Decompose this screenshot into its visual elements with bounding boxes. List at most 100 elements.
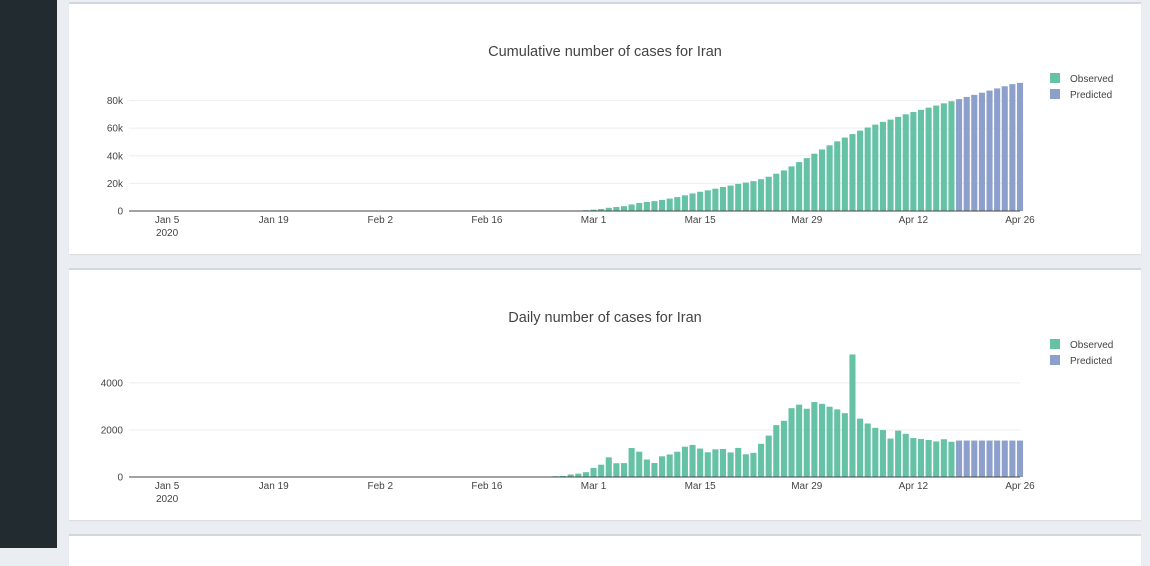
observed-bar[interactable] bbox=[941, 439, 947, 477]
observed-bar[interactable] bbox=[781, 421, 787, 477]
observed-bar[interactable] bbox=[926, 108, 932, 211]
observed-bar[interactable] bbox=[743, 454, 749, 477]
observed-bar[interactable] bbox=[758, 444, 764, 477]
observed-bar[interactable] bbox=[788, 166, 794, 211]
observed-bar[interactable] bbox=[766, 436, 772, 477]
predicted-bar[interactable] bbox=[971, 95, 977, 211]
predicted-bar[interactable] bbox=[956, 99, 962, 211]
observed-bar[interactable] bbox=[880, 430, 886, 477]
observed-bar[interactable] bbox=[857, 131, 863, 211]
observed-bar[interactable] bbox=[621, 463, 627, 477]
legend-predicted-swatch[interactable] bbox=[1050, 355, 1060, 365]
observed-bar[interactable] bbox=[735, 184, 741, 211]
observed-bar[interactable] bbox=[629, 204, 635, 211]
observed-bar[interactable] bbox=[575, 474, 581, 477]
observed-bar[interactable] bbox=[849, 354, 855, 477]
legend-observed-label[interactable]: Observed bbox=[1070, 74, 1113, 85]
observed-bar[interactable] bbox=[674, 452, 680, 477]
observed-bar[interactable] bbox=[918, 439, 924, 477]
observed-bar[interactable] bbox=[629, 448, 635, 477]
observed-bar[interactable] bbox=[720, 449, 726, 477]
observed-bar[interactable] bbox=[895, 117, 901, 211]
observed-bar[interactable] bbox=[887, 439, 893, 477]
observed-bar[interactable] bbox=[903, 434, 909, 477]
observed-bar[interactable] bbox=[621, 206, 627, 211]
observed-bar[interactable] bbox=[941, 103, 947, 211]
predicted-bar[interactable] bbox=[1009, 441, 1015, 477]
observed-bar[interactable] bbox=[933, 106, 939, 211]
observed-bar[interactable] bbox=[773, 425, 779, 477]
observed-bar[interactable] bbox=[766, 177, 772, 211]
observed-bar[interactable] bbox=[728, 452, 734, 477]
predicted-bar[interactable] bbox=[986, 441, 992, 477]
observed-bar[interactable] bbox=[636, 203, 642, 211]
observed-bar[interactable] bbox=[728, 186, 734, 211]
observed-bar[interactable] bbox=[796, 405, 802, 477]
observed-bar[interactable] bbox=[926, 440, 932, 477]
observed-bar[interactable] bbox=[887, 120, 893, 211]
observed-bar[interactable] bbox=[788, 408, 794, 477]
observed-bar[interactable] bbox=[735, 448, 741, 477]
observed-bar[interactable] bbox=[865, 127, 871, 211]
observed-bar[interactable] bbox=[910, 112, 916, 211]
legend-observed-label[interactable]: Observed bbox=[1070, 340, 1113, 351]
observed-bar[interactable] bbox=[750, 453, 756, 477]
observed-bar[interactable] bbox=[819, 149, 825, 211]
legend-predicted-swatch[interactable] bbox=[1050, 89, 1060, 99]
predicted-bar[interactable] bbox=[964, 441, 970, 477]
observed-bar[interactable] bbox=[918, 110, 924, 211]
predicted-bar[interactable] bbox=[1002, 441, 1008, 477]
observed-bar[interactable] bbox=[659, 456, 665, 477]
observed-bar[interactable] bbox=[903, 114, 909, 211]
observed-bar[interactable] bbox=[613, 463, 619, 477]
observed-bar[interactable] bbox=[667, 199, 673, 211]
observed-bar[interactable] bbox=[827, 145, 833, 211]
observed-bar[interactable] bbox=[697, 449, 703, 477]
observed-bar[interactable] bbox=[598, 465, 604, 477]
observed-bar[interactable] bbox=[872, 428, 878, 477]
predicted-bar[interactable] bbox=[994, 88, 1000, 211]
observed-bar[interactable] bbox=[705, 452, 711, 477]
observed-bar[interactable] bbox=[750, 181, 756, 211]
observed-bar[interactable] bbox=[865, 424, 871, 477]
observed-bar[interactable] bbox=[606, 457, 612, 477]
predicted-bar[interactable] bbox=[1009, 84, 1015, 211]
observed-bar[interactable] bbox=[811, 154, 817, 211]
observed-bar[interactable] bbox=[933, 441, 939, 477]
observed-bar[interactable] bbox=[811, 402, 817, 477]
observed-bar[interactable] bbox=[636, 452, 642, 477]
observed-bar[interactable] bbox=[857, 419, 863, 477]
observed-bar[interactable] bbox=[842, 138, 848, 211]
observed-bar[interactable] bbox=[644, 460, 650, 477]
observed-bar[interactable] bbox=[613, 207, 619, 211]
legend-predicted-label[interactable]: Predicted bbox=[1070, 356, 1112, 367]
observed-bar[interactable] bbox=[712, 449, 718, 477]
observed-bar[interactable] bbox=[689, 193, 695, 211]
predicted-bar[interactable] bbox=[971, 441, 977, 477]
observed-bar[interactable] bbox=[720, 187, 726, 211]
observed-bar[interactable] bbox=[644, 202, 650, 211]
legend-predicted-label[interactable]: Predicted bbox=[1070, 90, 1112, 101]
observed-bar[interactable] bbox=[682, 195, 688, 211]
observed-bar[interactable] bbox=[590, 468, 596, 477]
predicted-bar[interactable] bbox=[979, 441, 985, 477]
observed-bar[interactable] bbox=[804, 409, 810, 477]
observed-bar[interactable] bbox=[697, 192, 703, 211]
predicted-bar[interactable] bbox=[994, 441, 1000, 477]
observed-bar[interactable] bbox=[804, 158, 810, 211]
observed-bar[interactable] bbox=[834, 409, 840, 477]
observed-bar[interactable] bbox=[834, 141, 840, 211]
observed-bar[interactable] bbox=[827, 407, 833, 477]
predicted-bar[interactable] bbox=[956, 441, 962, 477]
observed-bar[interactable] bbox=[712, 189, 718, 211]
observed-bar[interactable] bbox=[667, 454, 673, 477]
observed-bar[interactable] bbox=[948, 442, 954, 477]
observed-bar[interactable] bbox=[705, 190, 711, 211]
observed-bar[interactable] bbox=[872, 125, 878, 211]
observed-bar[interactable] bbox=[743, 183, 749, 211]
observed-bar[interactable] bbox=[689, 445, 695, 477]
predicted-bar[interactable] bbox=[979, 93, 985, 211]
observed-bar[interactable] bbox=[758, 179, 764, 211]
observed-bar[interactable] bbox=[659, 200, 665, 211]
observed-bar[interactable] bbox=[682, 447, 688, 477]
